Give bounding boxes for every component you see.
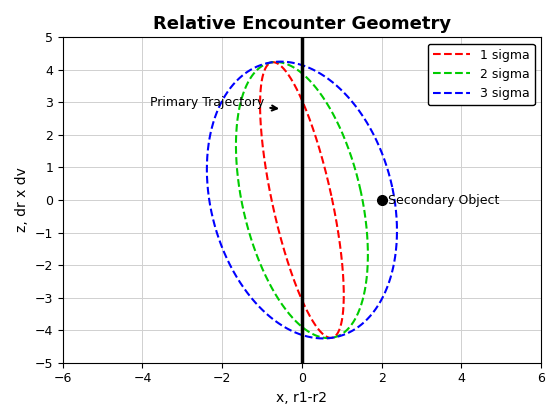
2 sigma xyxy=(339,331,346,336)
1 sigma xyxy=(304,112,311,117)
3 sigma xyxy=(389,184,395,189)
1 sigma xyxy=(336,327,343,332)
Text: Secondary Object: Secondary Object xyxy=(388,194,499,207)
2 sigma xyxy=(357,189,364,194)
1 sigma xyxy=(270,60,277,65)
3 sigma xyxy=(292,330,298,335)
Legend: 1 sigma, 2 sigma, 3 sigma: 1 sigma, 2 sigma, 3 sigma xyxy=(428,44,535,105)
1 sigma xyxy=(328,193,335,198)
2 sigma xyxy=(328,108,335,113)
2 sigma xyxy=(304,328,310,333)
Title: Relative Encounter Geometry: Relative Encounter Geometry xyxy=(153,15,451,33)
1 sigma xyxy=(334,332,340,337)
1 sigma xyxy=(258,124,264,129)
2 sigma xyxy=(345,326,352,331)
1 sigma xyxy=(328,193,335,198)
1 sigma xyxy=(328,335,334,340)
2 sigma xyxy=(233,127,240,132)
3 sigma xyxy=(354,325,361,330)
3 sigma xyxy=(277,59,284,64)
Text: Primary Trajectory: Primary Trajectory xyxy=(151,96,277,110)
2 sigma xyxy=(357,189,364,194)
3 sigma xyxy=(353,105,360,110)
1 sigma xyxy=(315,326,321,331)
Line: 2 sigma: 2 sigma xyxy=(236,62,368,338)
1 sigma xyxy=(260,152,267,157)
2 sigma xyxy=(273,60,279,65)
3 sigma xyxy=(346,330,352,335)
3 sigma xyxy=(207,131,214,136)
Line: 3 sigma: 3 sigma xyxy=(207,62,397,339)
2 sigma xyxy=(233,156,240,161)
Y-axis label: z, dr x dv: z, dr x dv xyxy=(15,168,29,232)
3 sigma xyxy=(389,184,395,189)
3 sigma xyxy=(320,336,326,341)
Line: 1 sigma: 1 sigma xyxy=(260,62,344,338)
3 sigma xyxy=(204,160,211,165)
2 sigma xyxy=(324,336,331,341)
X-axis label: x, r1-r2: x, r1-r2 xyxy=(277,391,328,405)
